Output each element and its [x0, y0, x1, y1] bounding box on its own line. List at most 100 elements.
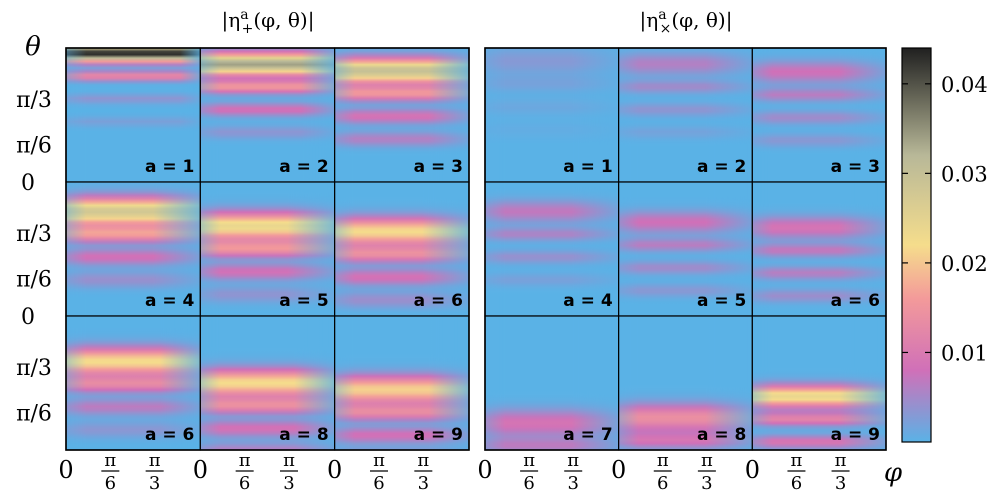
heatmap-panel: a = 6 [334, 181, 470, 317]
heatmap-panel: a = 3 [334, 47, 470, 183]
panel-heat [485, 316, 619, 450]
y-tick-label: 0 [21, 305, 35, 330]
heatmap-panel: a = 1 [484, 47, 620, 183]
panel-label: a = 5 [697, 291, 746, 311]
y-tick-label: π/6 [16, 267, 52, 292]
x-tick-label: 3 [567, 473, 578, 494]
panel-heat [200, 316, 335, 450]
x-tick-label: 0 [58, 456, 73, 484]
title-eta-plus-sub: + [242, 21, 254, 37]
heatmap-panel: a = 6 [65, 315, 201, 451]
colorbar-tick-label: 0.04 [941, 73, 988, 97]
panel-heat [334, 182, 469, 316]
colorbar-tick-label: 0.03 [941, 162, 988, 186]
x-tick-label: 6 [657, 473, 668, 494]
panel-label: a = 3 [414, 157, 463, 177]
heatmap-panels: a = 1 a = 2 a = 3 a = 4 a = 5 a = 6 a = 6 a = 8… [65, 47, 887, 451]
x-tick-label: π [657, 450, 669, 471]
x-tick-label: π [701, 450, 713, 471]
panel-label: a = 6 [145, 425, 194, 445]
title-eta-plus: |ηa +(φ, θ)| [222, 7, 315, 37]
x-tick-label: π [523, 450, 535, 471]
heatmap-panel: a = 3 [751, 47, 887, 183]
heatmap-panel: a = 4 [65, 181, 201, 317]
title-eta-cross-sup: a [658, 7, 666, 23]
heatmap-panel: a = 2 [618, 47, 753, 183]
y-tick-label: π/3 [16, 222, 52, 247]
x-tick-label: π [567, 450, 579, 471]
heatmap-panel: a = 4 [484, 181, 620, 317]
x-tick-label: 3 [283, 473, 294, 494]
panel-heat [485, 182, 619, 316]
panel-label: a = 2 [279, 157, 328, 177]
panel-heat [618, 48, 753, 182]
panel-heat [200, 182, 335, 316]
y-tick-label: 0 [21, 171, 35, 196]
y-tick-label: π/6 [16, 401, 52, 426]
panel-label: a = 2 [697, 157, 746, 177]
x-tick-label: 3 [835, 473, 846, 494]
x-tick-label: 0 [193, 456, 208, 484]
panel-label: a = 9 [831, 425, 880, 445]
panel-label: a = 6 [414, 291, 463, 311]
panel-label: a = 9 [414, 425, 463, 445]
heatmap-panel: a = 8 [618, 315, 753, 451]
x-tick-label: π [239, 450, 251, 471]
heatmap-panel: a = 9 [334, 315, 470, 451]
heatmap-panel: a = 5 [618, 181, 753, 317]
panel-heat [66, 316, 201, 450]
panel-heat [752, 182, 886, 316]
colorbar-tick-label: 0.01 [941, 341, 988, 365]
panel-label: a = 1 [563, 157, 612, 177]
x-tick-label: π [283, 450, 295, 471]
x-tick-label: π [149, 450, 161, 471]
panel-heat [66, 48, 201, 182]
x-tick-label: 6 [523, 473, 534, 494]
x-tick-label: π [417, 450, 429, 471]
title-eta-cross-args: (φ, θ)| [671, 8, 732, 33]
y-tick-label: π/6 [16, 133, 52, 158]
x-tick-label: 6 [373, 473, 384, 494]
y-axis-label: θ [25, 32, 41, 62]
panel-label: a = 3 [831, 157, 880, 177]
colorbar: 0.01 0.02 0.03 0.04 [901, 47, 988, 443]
x-tick-label: 0 [477, 456, 492, 484]
heatmap-panel: a = 2 [199, 47, 336, 183]
panel-label: a = 1 [145, 157, 194, 177]
panel-label: a = 5 [279, 291, 328, 311]
heatmap-panel: a = 5 [199, 181, 336, 317]
x-tick-label: 6 [239, 473, 250, 494]
x-tick-label: 3 [418, 473, 429, 494]
y-tick-label: π/3 [16, 88, 52, 113]
panel-label: a = 4 [145, 291, 195, 311]
panel-heat [334, 48, 469, 182]
panel-heat [334, 316, 469, 450]
group-frame [65, 47, 470, 451]
panel-heat [200, 48, 335, 182]
x-axis-label: φ [884, 458, 903, 488]
title-eta-plus-sup: a [240, 7, 248, 23]
panel-label: a = 7 [563, 425, 612, 445]
x-tick-label: π [835, 450, 847, 471]
x-tick-label: 6 [105, 473, 116, 494]
panel-heat [752, 316, 886, 450]
heatmap-panel: a = 7 [484, 315, 620, 451]
heatmap-panel: a = 8 [199, 315, 336, 451]
title-eta-cross: |ηa ×(φ, θ)| [640, 7, 733, 37]
title-eta-plus-base: |η [222, 8, 241, 33]
group-frame [484, 47, 887, 451]
heatmap-panel: a = 9 [751, 315, 887, 451]
x-tick-label: π [104, 450, 116, 471]
panel-label: a = 6 [831, 291, 880, 311]
panel-heat [485, 48, 619, 182]
x-tick-label: 3 [701, 473, 712, 494]
x-tick-label: 3 [149, 473, 160, 494]
x-tick-label: 0 [745, 456, 760, 484]
colorbar-gradient [901, 47, 932, 443]
panel-label: a = 8 [697, 425, 746, 445]
heatmap-panel: a = 6 [751, 181, 887, 317]
panel-heat [618, 182, 753, 316]
panel-label: a = 8 [279, 425, 328, 445]
